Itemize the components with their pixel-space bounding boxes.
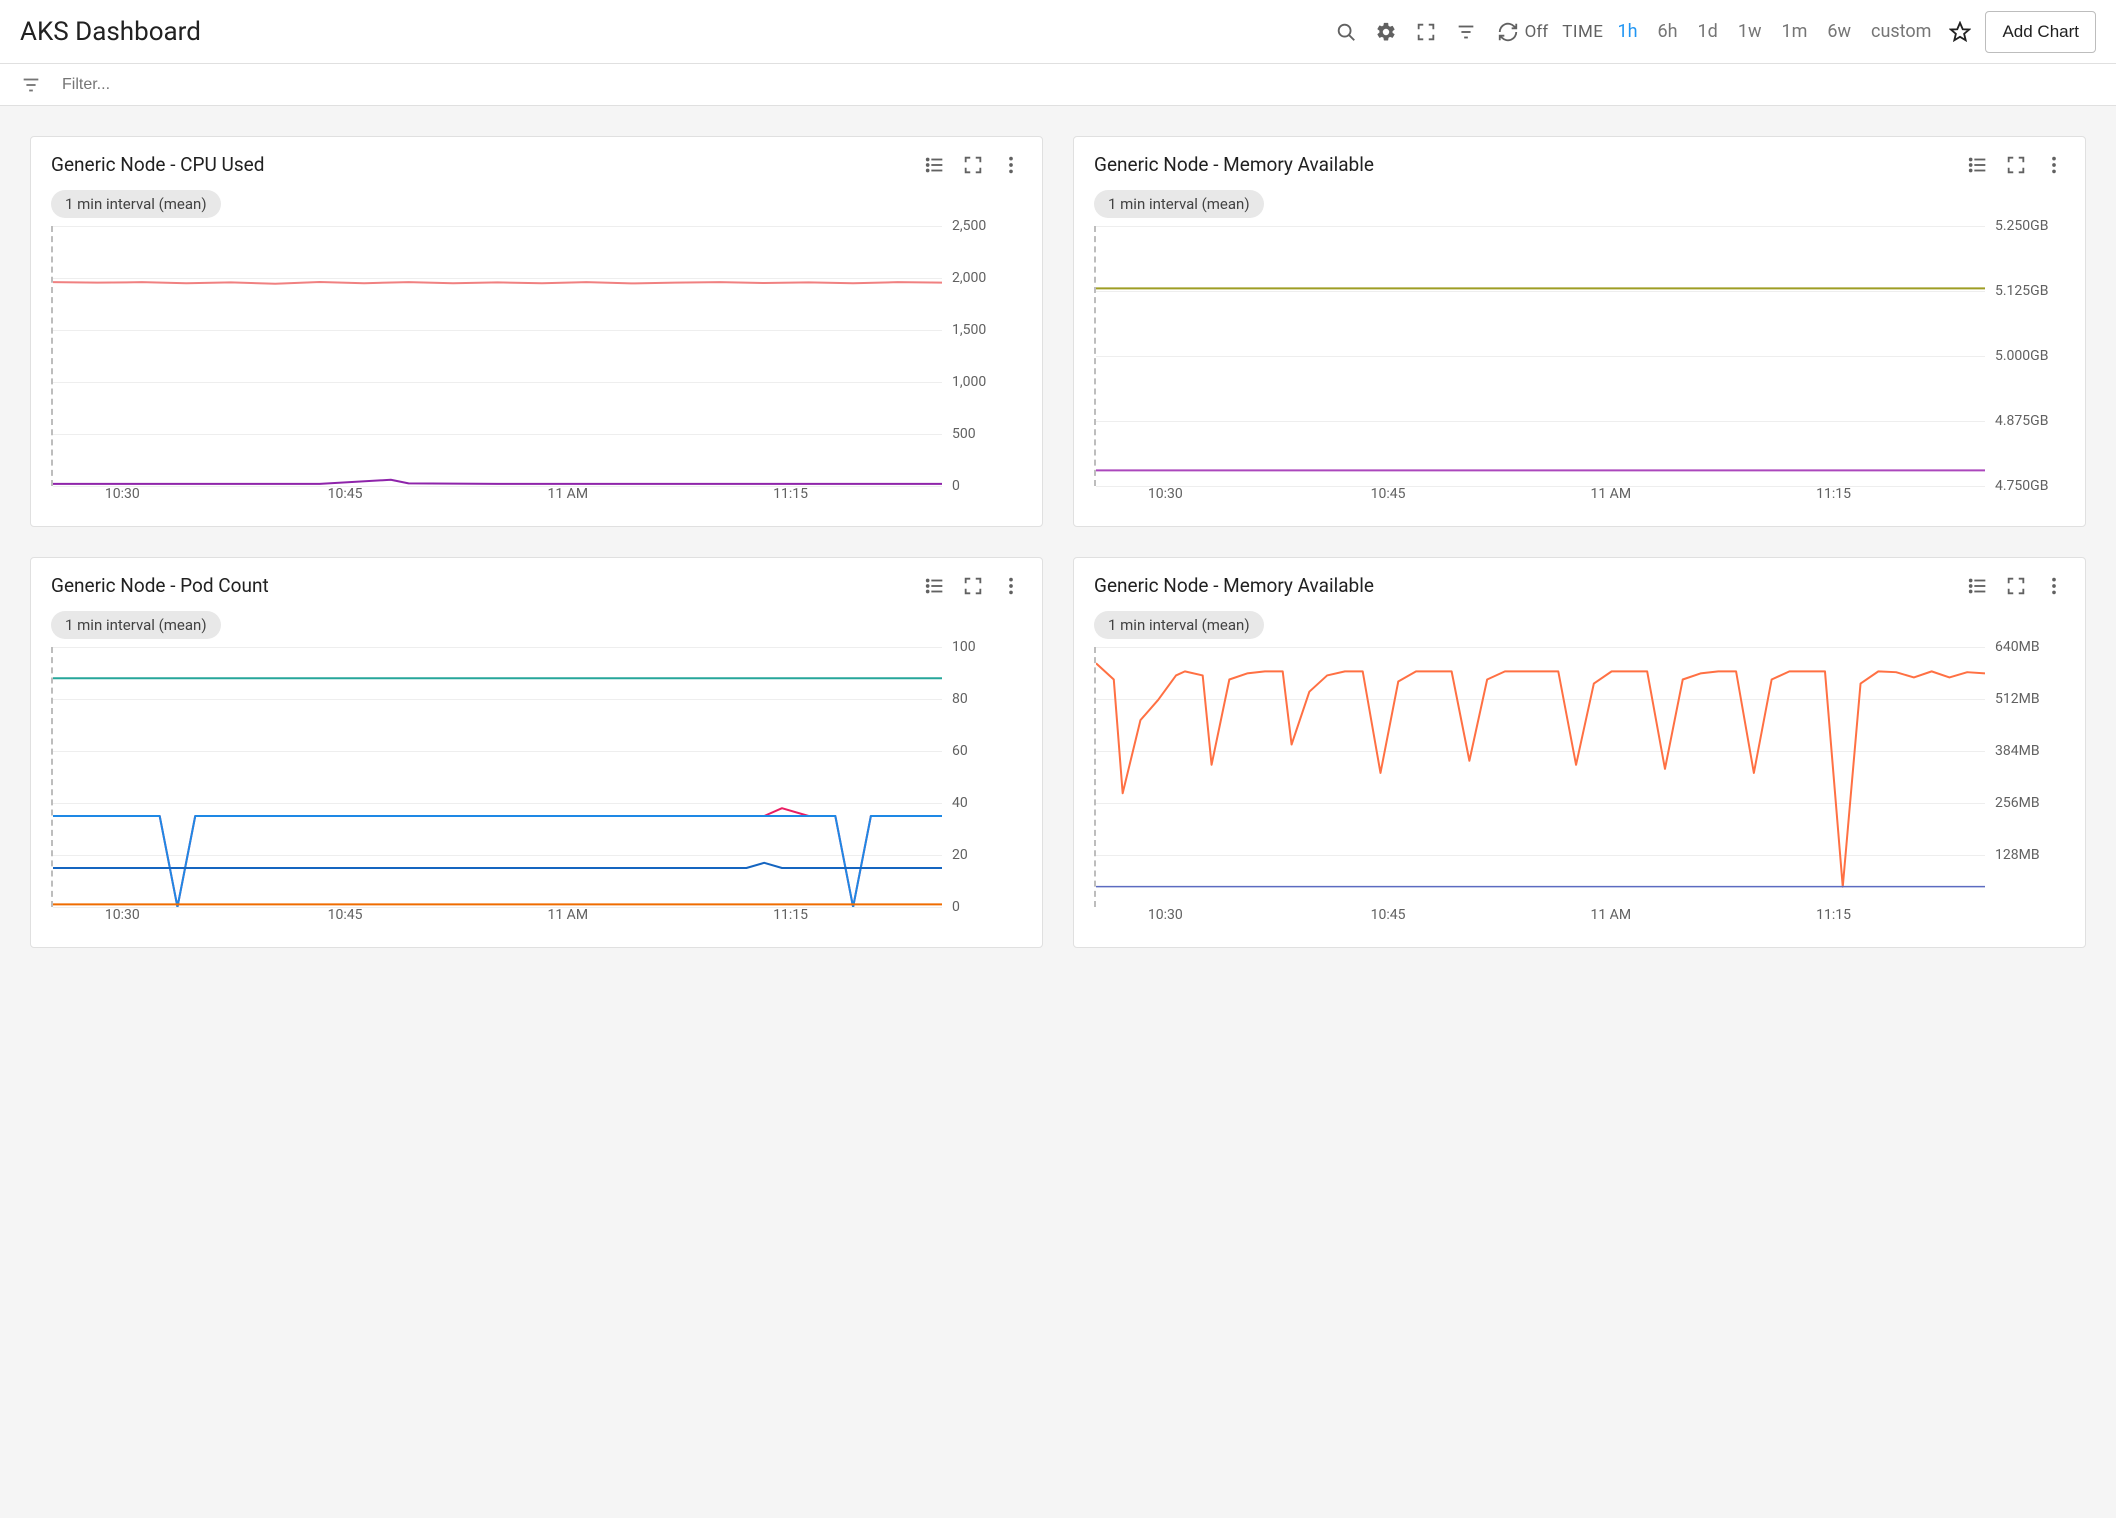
legend-icon[interactable] (1967, 154, 1989, 176)
x-tick: 10:30 (1148, 907, 1183, 923)
y-tick: 4.875GB (1995, 413, 2048, 429)
expand-icon[interactable] (962, 154, 984, 176)
star-icon[interactable] (1949, 21, 1971, 43)
x-tick: 11:15 (773, 486, 808, 502)
header: AKS Dashboard Off TIME 1h 6h 1d 1w 1m 6w custo… (0, 0, 2116, 64)
chart-card: Generic Node - Memory Available 1 min int… (1073, 136, 2086, 527)
time-label: TIME (1562, 22, 1603, 42)
chart-card: Generic Node - CPU Used 1 min interval (m… (30, 136, 1043, 527)
x-tick: 10:30 (1148, 486, 1183, 502)
legend-icon[interactable] (924, 154, 946, 176)
more-icon[interactable] (2043, 154, 2065, 176)
filter-icon[interactable] (1455, 21, 1477, 43)
chart-title: Generic Node - Memory Available (1094, 153, 1374, 176)
more-icon[interactable] (1000, 575, 1022, 597)
x-tick: 11:15 (773, 907, 808, 923)
legend-icon[interactable] (924, 575, 946, 597)
time-range-1w[interactable]: 1w (1738, 21, 1762, 42)
x-tick: 11 AM (1590, 907, 1631, 923)
chart-title: Generic Node - Memory Available (1094, 574, 1374, 597)
y-tick: 5.000GB (1995, 348, 2048, 364)
y-tick: 40 (952, 795, 968, 811)
x-tick: 11 AM (547, 486, 588, 502)
interval-pill: 1 min interval (mean) (51, 611, 221, 639)
y-tick: 0 (952, 478, 960, 494)
x-tick: 11 AM (1590, 486, 1631, 502)
chart-plot (1094, 226, 1985, 486)
x-tick: 10:45 (328, 907, 363, 923)
time-range-1d[interactable]: 1d (1698, 21, 1718, 42)
y-tick: 384MB (1995, 743, 2040, 759)
x-tick: 10:45 (1371, 486, 1406, 502)
refresh-label: Off (1525, 22, 1549, 42)
time-range-6h[interactable]: 6h (1658, 21, 1678, 42)
interval-pill: 1 min interval (mean) (51, 190, 221, 218)
chart-grid: Generic Node - CPU Used 1 min interval (m… (0, 106, 2116, 978)
x-tick: 10:45 (328, 486, 363, 502)
chart-plot (51, 647, 942, 907)
expand-icon[interactable] (962, 575, 984, 597)
x-tick: 10:45 (1371, 907, 1406, 923)
x-tick: 11:15 (1816, 907, 1851, 923)
chart-card: Generic Node - Memory Available 1 min int… (1073, 557, 2086, 948)
y-tick: 80 (952, 691, 968, 707)
chart-plot (51, 226, 942, 486)
refresh-icon[interactable] (1497, 21, 1519, 43)
y-tick: 1,500 (952, 322, 986, 338)
header-toolbar (1335, 21, 1477, 43)
y-tick: 4.750GB (1995, 478, 2048, 494)
interval-pill: 1 min interval (mean) (1094, 190, 1264, 218)
chart-title: Generic Node - CPU Used (51, 153, 264, 176)
refresh-group[interactable]: Off (1497, 21, 1549, 43)
y-tick: 100 (952, 639, 976, 655)
y-tick: 512MB (1995, 691, 2040, 707)
chart-plot (1094, 647, 1985, 907)
more-icon[interactable] (1000, 154, 1022, 176)
x-tick: 11 AM (547, 907, 588, 923)
x-tick: 10:30 (105, 486, 140, 502)
y-tick: 5.125GB (1995, 283, 2048, 299)
y-tick: 256MB (1995, 795, 2040, 811)
fullscreen-icon[interactable] (1415, 21, 1437, 43)
time-range-1m[interactable]: 1m (1781, 21, 1807, 42)
x-tick: 10:30 (105, 907, 140, 923)
y-tick: 128MB (1995, 847, 2040, 863)
chart-card: Generic Node - Pod Count 1 min interval (… (30, 557, 1043, 948)
expand-icon[interactable] (2005, 154, 2027, 176)
page-title: AKS Dashboard (20, 17, 201, 47)
y-tick: 60 (952, 743, 968, 759)
filter-input[interactable] (62, 76, 2096, 94)
search-icon[interactable] (1335, 21, 1357, 43)
y-tick: 0 (952, 899, 960, 915)
filter-bar (0, 64, 2116, 106)
x-tick: 11:15 (1816, 486, 1851, 502)
gear-icon[interactable] (1375, 21, 1397, 43)
add-chart-button[interactable]: Add Chart (1985, 11, 2096, 53)
y-tick: 1,000 (952, 374, 986, 390)
y-tick: 2,500 (952, 218, 986, 234)
y-tick: 640MB (1995, 639, 2040, 655)
time-ranges: 1h 6h 1d 1w 1m 6w custom (1617, 21, 1931, 42)
legend-icon[interactable] (1967, 575, 1989, 597)
y-tick: 2,000 (952, 270, 986, 286)
y-tick: 5.250GB (1995, 218, 2048, 234)
expand-icon[interactable] (2005, 575, 2027, 597)
filter-list-icon[interactable] (20, 74, 42, 96)
y-tick: 500 (952, 426, 976, 442)
chart-title: Generic Node - Pod Count (51, 574, 269, 597)
time-range-6w[interactable]: 6w (1827, 21, 1851, 42)
time-range-custom[interactable]: custom (1871, 21, 1931, 42)
y-tick: 20 (952, 847, 968, 863)
more-icon[interactable] (2043, 575, 2065, 597)
time-range-1h[interactable]: 1h (1617, 21, 1637, 42)
interval-pill: 1 min interval (mean) (1094, 611, 1264, 639)
